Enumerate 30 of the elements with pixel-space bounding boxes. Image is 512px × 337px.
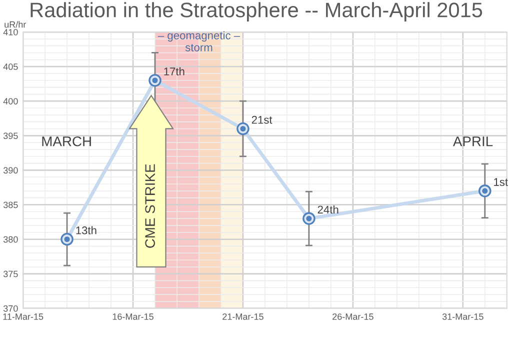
x-tick-label: 21-Mar-15	[222, 313, 264, 320]
y-tick-label: 405	[3, 64, 18, 70]
annotation: CME STRIKE	[145, 164, 155, 248]
x-tick-label: 31-Mar-15	[442, 313, 484, 320]
point	[60, 232, 74, 246]
annotation: 21st	[252, 116, 272, 124]
annotation: 13th	[76, 226, 96, 234]
annotation: MARCH	[42, 136, 91, 146]
annotation: – geomagnetic – storm	[158, 31, 240, 52]
y-axis-title: uR/hr	[4, 21, 26, 28]
annotation: APRIL	[452, 136, 493, 146]
point	[478, 184, 492, 198]
chart-title: Radiation in the Stratosphere -- March-April 2015	[30, 2, 482, 22]
x-tick-label: 26-Mar-15	[332, 313, 374, 320]
y-tick-label: 385	[3, 202, 18, 208]
annotation: 1st	[494, 178, 508, 186]
point	[236, 122, 250, 136]
y-tick-label: 375	[3, 270, 18, 278]
point	[302, 212, 316, 225]
x-tick-label: 11-Mar-15	[3, 314, 44, 320]
annotation: 17th	[164, 67, 184, 76]
y-tick-label: 380	[3, 236, 18, 243]
x-tick-label: 16-Mar-15	[112, 313, 154, 320]
y-tick-label: 390	[3, 167, 18, 174]
point	[148, 74, 162, 87]
y-tick-label: 400	[3, 98, 18, 104]
annotation: 24th	[318, 205, 338, 214]
y-tick-label: 410	[3, 28, 18, 36]
y-tick-label: 370	[3, 305, 18, 312]
y-tick-label: 395	[3, 132, 18, 140]
